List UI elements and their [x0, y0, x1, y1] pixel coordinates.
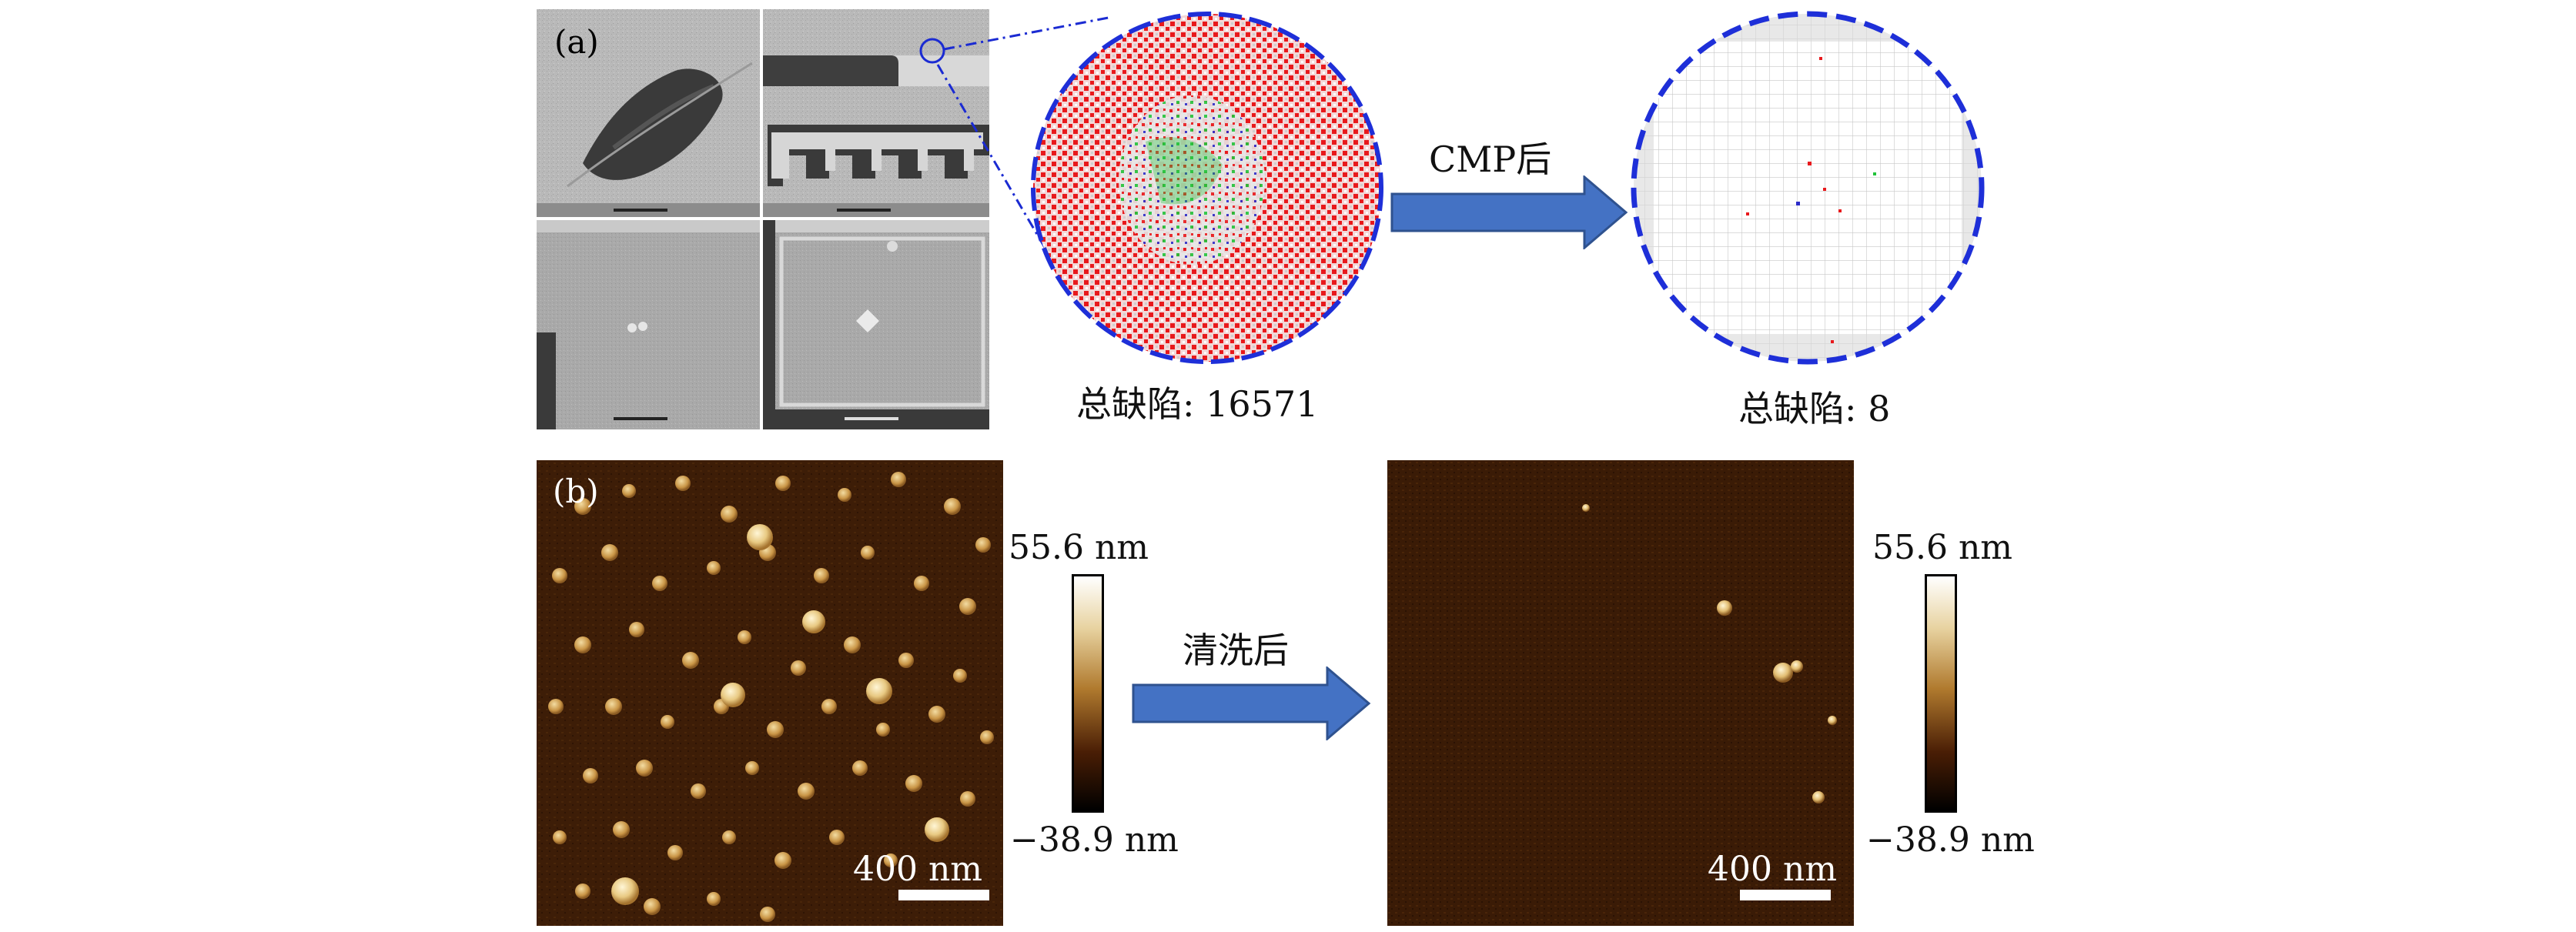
sem-images — [537, 9, 989, 429]
sem-tile-bottom-left — [537, 220, 760, 429]
cmp-arrow-label: CMP后 — [1429, 139, 1552, 180]
colorbar-min-label-after: −38.9 nm — [1866, 820, 2035, 860]
sem-tile-top-right — [763, 9, 989, 217]
defect-count-after: 总缺陷: 8 — [1738, 388, 1891, 429]
clean-arrow-label: 清洗后 — [1183, 630, 1289, 671]
panel-a-letter: (a) — [554, 23, 599, 61]
scalebar-label-before: 400 nm — [853, 850, 983, 889]
colorbar-max-label-before: 55.6 nm — [1009, 528, 1149, 567]
afm-residual-particles — [1582, 504, 1837, 803]
clean-arrow — [1132, 666, 1372, 740]
panel-b-letter: (b) — [553, 473, 599, 510]
wafer-map-after — [1631, 11, 1985, 365]
afm-image-before — [537, 460, 1003, 926]
sem-tile-top-left — [537, 9, 760, 217]
colorbar-before — [1072, 574, 1104, 813]
defect-count-before: 总缺陷: 16571 — [1076, 383, 1319, 425]
colorbar-max-label-after: 55.6 nm — [1872, 528, 2013, 567]
colorbar-min-label-before: −38.9 nm — [1010, 820, 1179, 860]
sem-image-grid — [537, 9, 989, 429]
afm-large-particles — [611, 524, 949, 905]
scalebar-label-after: 400 nm — [1708, 850, 1838, 889]
cmp-arrow — [1390, 175, 1629, 249]
sem-tile-bottom-right — [763, 220, 989, 429]
wafer-map-before — [1030, 11, 1384, 365]
colorbar-after — [1925, 574, 1957, 813]
afm-image-after — [1387, 460, 1854, 926]
afm-particles — [548, 472, 994, 922]
